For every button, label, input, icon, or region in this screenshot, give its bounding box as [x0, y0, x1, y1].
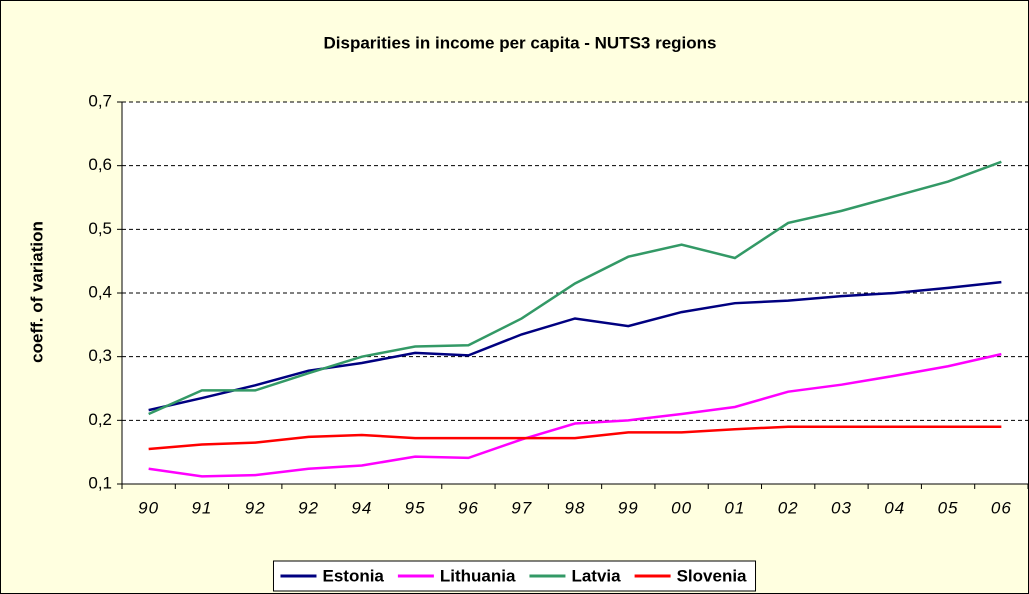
x-tick-label: 01 — [724, 498, 745, 517]
x-tick-label: 95 — [405, 498, 426, 517]
legend-label: Slovenia — [677, 566, 747, 585]
x-tick-label: 90 — [138, 498, 159, 517]
x-tick-label: 04 — [884, 498, 905, 517]
x-tick-label: 06 — [991, 498, 1012, 517]
y-tick-label: 0,7 — [88, 91, 112, 110]
chart-title: Disparities in income per capita - NUTS3… — [324, 33, 717, 52]
x-tick-label: 96 — [458, 498, 479, 517]
x-tick-label: 99 — [618, 498, 639, 517]
y-tick-label: 0,4 — [88, 282, 112, 301]
legend — [272, 560, 757, 592]
x-tick-label: 02 — [778, 498, 799, 517]
x-tick-label: 92 — [245, 498, 266, 517]
x-tick-label: 97 — [511, 498, 532, 517]
x-tick-label: 98 — [565, 498, 586, 517]
x-tick-label: 03 — [831, 498, 852, 517]
series-line — [148, 280, 1002, 412]
series-line — [148, 352, 1002, 478]
x-tick-label: 91 — [191, 498, 212, 517]
x-tick-label: 92 — [298, 498, 319, 517]
legend-label: Latvia — [571, 566, 621, 585]
legend-label: Estonia — [322, 566, 384, 585]
y-tick-label: 0,1 — [88, 473, 112, 492]
series-line — [148, 160, 1002, 416]
legend-label: Lithuania — [440, 566, 516, 585]
y-tick-label: 0,3 — [88, 346, 112, 365]
y-axis-title: coeff. of variation — [27, 221, 46, 363]
y-tick-label: 0,5 — [88, 219, 112, 238]
y-tick-label: 0,6 — [88, 155, 112, 174]
series-line — [148, 425, 1002, 451]
x-tick-label: 00 — [671, 498, 692, 517]
x-tick-label: 05 — [938, 498, 959, 517]
x-tick-label: 94 — [351, 498, 372, 517]
y-tick-label: 0,2 — [88, 410, 112, 429]
